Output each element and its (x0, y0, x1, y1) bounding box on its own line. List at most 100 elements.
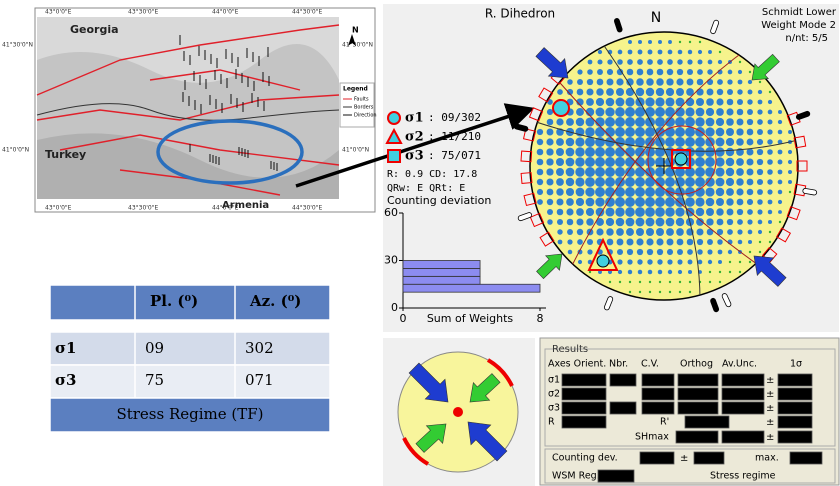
density-dot (577, 259, 583, 265)
value-box (777, 415, 813, 429)
value-box (721, 430, 765, 444)
icon-rim (402, 437, 430, 466)
density-dot (768, 240, 772, 244)
value-box (777, 387, 813, 401)
plus-minus: ± (766, 403, 774, 414)
density-dot (645, 207, 655, 217)
rim-square (522, 128, 537, 142)
plus-minus: ± (766, 375, 774, 386)
column-header: C.V. (641, 359, 659, 370)
terrain (37, 133, 339, 199)
density-dot (748, 260, 752, 264)
density-dot (747, 219, 753, 225)
density-dot (566, 198, 574, 206)
density-dot (567, 249, 573, 255)
density-dot (675, 97, 685, 107)
value-box (789, 451, 823, 465)
density-dot (736, 178, 744, 186)
density-dot (767, 179, 773, 185)
density-dot (615, 157, 625, 167)
density-dot (696, 78, 704, 86)
density-dot (625, 207, 635, 217)
density-dot (697, 249, 703, 255)
density-dot (575, 177, 585, 187)
great-circle (539, 59, 781, 281)
density-dot (566, 88, 574, 96)
density-dot (566, 218, 574, 226)
density-dot (577, 239, 583, 245)
density-dot (536, 138, 544, 146)
country-label: Georgia (70, 23, 119, 36)
density-dot (707, 69, 713, 75)
density-dot (777, 119, 783, 125)
density-dot (585, 197, 595, 207)
density-dot (667, 269, 673, 275)
density-dot (615, 167, 625, 177)
lon-label: 43°30'0"E (128, 205, 158, 212)
density-dot (715, 157, 725, 167)
density-dot (595, 207, 605, 217)
rim-square (523, 192, 537, 207)
density-dot (757, 199, 763, 205)
density-dot (726, 188, 734, 196)
density-dot (685, 197, 695, 207)
density-dot (758, 250, 762, 254)
density-dot (748, 250, 752, 254)
density-dot (547, 209, 553, 215)
density-dot (718, 280, 722, 284)
density-dot (767, 219, 773, 225)
density-dot (565, 147, 575, 157)
lon-label: 44°30'0"E (292, 9, 322, 16)
density-dot (687, 249, 693, 255)
density-dot (757, 109, 763, 115)
density-dot (695, 187, 705, 197)
density-dot (565, 177, 575, 187)
density-dot (617, 59, 623, 65)
density-dot (777, 149, 783, 155)
density-dot (677, 269, 683, 275)
y-tick-label: 60 (384, 206, 398, 219)
density-dot (777, 189, 783, 195)
density-dot (625, 147, 635, 157)
density-dot (625, 217, 635, 227)
density-dot (655, 217, 665, 227)
north-arrow (348, 34, 356, 46)
density-dot (788, 130, 792, 134)
density-dot (687, 269, 693, 275)
density-dot (757, 119, 763, 125)
density-dot (696, 218, 704, 226)
density-dot (585, 137, 595, 147)
density-dot (645, 217, 655, 227)
density-dot (715, 187, 725, 197)
density-dot (595, 117, 605, 127)
density-dot (705, 137, 715, 147)
density-dot (767, 149, 773, 155)
density-dot (685, 117, 695, 127)
axis-symbol (387, 149, 401, 163)
value-box (721, 387, 765, 401)
value-box (561, 415, 607, 429)
density-dot (587, 249, 593, 255)
density-dot (595, 97, 605, 107)
density-dot (787, 159, 793, 165)
density-dot (595, 197, 605, 207)
density-dot (605, 207, 615, 217)
density-dot (727, 69, 733, 75)
axis-label: σ3 (405, 149, 424, 164)
column-header: Orthog (680, 359, 713, 370)
density-dot (656, 68, 664, 76)
fault (36, 24, 340, 96)
density-dot (646, 248, 654, 256)
density-dot (687, 49, 693, 55)
density-dot (676, 228, 684, 236)
density-dot (705, 107, 715, 117)
density-dot (597, 69, 603, 75)
density-dot (546, 118, 554, 126)
density-dot (546, 188, 554, 196)
density-dot (767, 159, 773, 165)
density-dot (615, 97, 625, 107)
density-dot (575, 167, 585, 177)
density-dot (626, 238, 634, 246)
density-dot (596, 88, 604, 96)
axis-symbol (385, 127, 403, 144)
